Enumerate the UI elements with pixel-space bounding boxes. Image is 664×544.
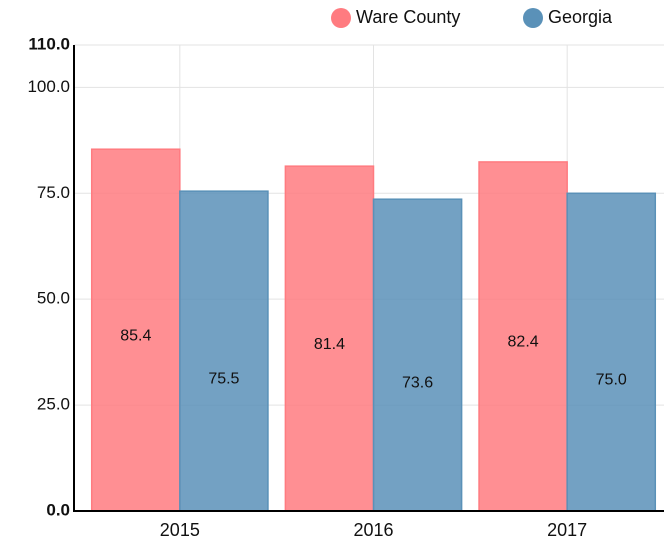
bar (372, 198, 463, 512)
y-tick-label: 0.0 (46, 500, 70, 519)
data-label: 73.6 (402, 374, 433, 391)
legend-marker (523, 8, 543, 28)
bar (179, 190, 269, 512)
y-tick-label: 50.0 (37, 289, 70, 308)
x-tick-label: 2015 (160, 520, 200, 540)
x-tick-label: 2016 (353, 520, 393, 540)
bar (566, 192, 657, 512)
y-tick-label: 110.0 (28, 34, 70, 53)
data-label: 75.5 (208, 370, 239, 387)
data-label: 82.4 (508, 334, 539, 351)
x-tick-label: 2017 (547, 520, 587, 540)
data-label: 81.4 (314, 336, 345, 353)
y-tick-label: 75.0 (37, 183, 70, 202)
data-label: 75.0 (596, 371, 627, 388)
data-label: 85.4 (120, 327, 151, 344)
legend-marker (331, 8, 351, 28)
legend-label: Georgia (548, 7, 613, 27)
y-tick-label: 100.0 (27, 77, 70, 96)
y-tick-label: 25.0 (37, 395, 70, 414)
legend-label: Ware County (356, 7, 460, 27)
